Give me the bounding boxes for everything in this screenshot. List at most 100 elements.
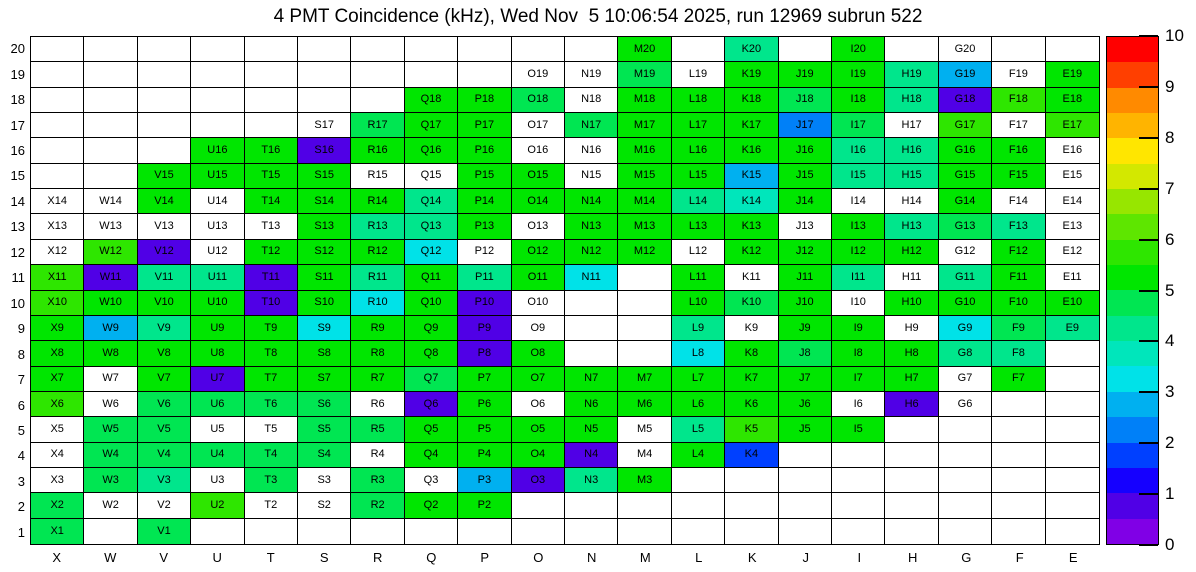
grid-cell: F19: [992, 62, 1046, 88]
grid-cell: [31, 138, 85, 164]
grid-cell: [885, 442, 939, 468]
y-axis-label: 5: [17, 422, 25, 438]
grid-cell: R8: [351, 341, 405, 367]
y-axis-label: 11: [11, 270, 26, 286]
grid-cell: V14: [137, 189, 192, 215]
grid-cell: R15: [351, 163, 405, 190]
grid-cell: R11: [351, 265, 405, 291]
colorbar-tick: [1139, 493, 1158, 496]
grid-cell: P17: [458, 113, 512, 139]
grid-cell: F18: [992, 87, 1046, 114]
grid-cell: U14: [191, 189, 245, 215]
grid-cell: R9: [351, 315, 405, 342]
grid-cell: F9: [992, 315, 1046, 342]
grid-cell: T14: [244, 189, 298, 215]
grid-cell: [618, 265, 672, 291]
grid-cell: M7: [618, 366, 672, 392]
grid-cell: H16: [885, 138, 939, 164]
grid-cell: X1: [31, 518, 85, 544]
y-axis-label: 14: [10, 193, 25, 209]
grid-cell: Q10: [404, 290, 459, 316]
grid-cell: M5: [618, 417, 672, 443]
y-axis-label: 6: [17, 397, 25, 413]
y-axis-label: 20: [10, 41, 25, 57]
grid-cell: G7: [938, 366, 993, 392]
grid-cell: S4: [298, 442, 352, 468]
grid-cell: L15: [671, 163, 726, 190]
grid-cell: Q3: [404, 467, 459, 494]
grid-cell: Q5: [404, 417, 459, 443]
grid-cell: [137, 62, 192, 88]
grid-cell: E13: [1045, 214, 1099, 240]
grid-cell: L5: [671, 417, 726, 443]
x-axis-label: L: [695, 549, 703, 565]
grid-cell: M18: [618, 87, 672, 114]
grid-cell: [458, 37, 512, 63]
y-axis-label: 1: [17, 524, 25, 540]
grid-cell: G8: [938, 341, 993, 367]
colorbar-band: [1107, 239, 1158, 266]
grid-cell: P18: [458, 87, 512, 114]
grid-cell: K18: [725, 87, 779, 114]
grid-cell: X11: [31, 265, 85, 291]
grid-cell: T15: [244, 163, 298, 190]
grid-cell: [84, 113, 138, 139]
grid-cell: L11: [671, 265, 726, 291]
grid-cell: Q4: [404, 442, 459, 468]
grid-cell: R17: [351, 113, 405, 139]
grid-cell: U3: [191, 467, 245, 494]
grid-cell: G17: [938, 113, 993, 139]
grid-cell: M15: [618, 163, 672, 190]
grid-cell: N17: [565, 113, 619, 139]
grid-cell: N11: [565, 265, 619, 291]
grid-cell: [992, 493, 1046, 519]
grid-cell: Q2: [404, 493, 459, 519]
grid-cell: L12: [671, 239, 726, 266]
grid-cell: J5: [778, 417, 832, 443]
grid-cell: H8: [885, 341, 939, 367]
grid-cell: E16: [1045, 138, 1099, 164]
grid-cell: J10: [778, 290, 832, 316]
grid-cell: L8: [671, 341, 726, 367]
y-axis-label: 7: [17, 372, 25, 388]
grid-cell: [725, 493, 779, 519]
grid-cell: Q13: [404, 214, 459, 240]
grid-cell: R13: [351, 214, 405, 240]
grid-cell: K9: [725, 315, 779, 342]
grid-cell: N14: [565, 189, 619, 215]
grid-cell: T11: [244, 265, 298, 291]
grid-cell: Q9: [404, 315, 459, 342]
y-axis-label: 19: [10, 66, 25, 82]
grid-cell: K11: [725, 265, 779, 291]
grid-cell: [832, 518, 886, 544]
grid-cell: J8: [778, 341, 832, 367]
grid-cell: O7: [511, 366, 565, 392]
grid-cell: F7: [992, 366, 1046, 392]
grid-cell: N13: [565, 214, 619, 240]
grid-cell: [351, 37, 405, 63]
grid-cell: O17: [511, 113, 565, 139]
grid-cell: [725, 518, 779, 544]
grid-cell: K14: [725, 189, 779, 215]
grid-cell: Q16: [404, 138, 459, 164]
grid-cell: S10: [298, 290, 352, 316]
grid-cell: F14: [992, 189, 1046, 215]
grid-cell: L16: [671, 138, 726, 164]
grid-cell: F17: [992, 113, 1046, 139]
y-axis-label: 3: [17, 473, 25, 489]
grid-cell: W14: [84, 189, 138, 215]
grid-cell: T13: [244, 214, 298, 240]
grid-cell: U15: [191, 163, 245, 190]
grid-cell: O16: [511, 138, 565, 164]
colorbar-tick-label: 8: [1165, 127, 1175, 147]
x-axis-label: T: [266, 549, 275, 565]
grid-cell: I17: [832, 113, 886, 139]
grid-cell: J13: [778, 214, 832, 240]
grid-cell: G6: [938, 391, 993, 418]
grid-cell: T16: [244, 138, 298, 164]
y-axis-label: 8: [17, 346, 25, 362]
grid-cell: U4: [191, 442, 245, 468]
grid-cell: F15: [992, 163, 1046, 190]
grid-cell: [778, 493, 832, 519]
